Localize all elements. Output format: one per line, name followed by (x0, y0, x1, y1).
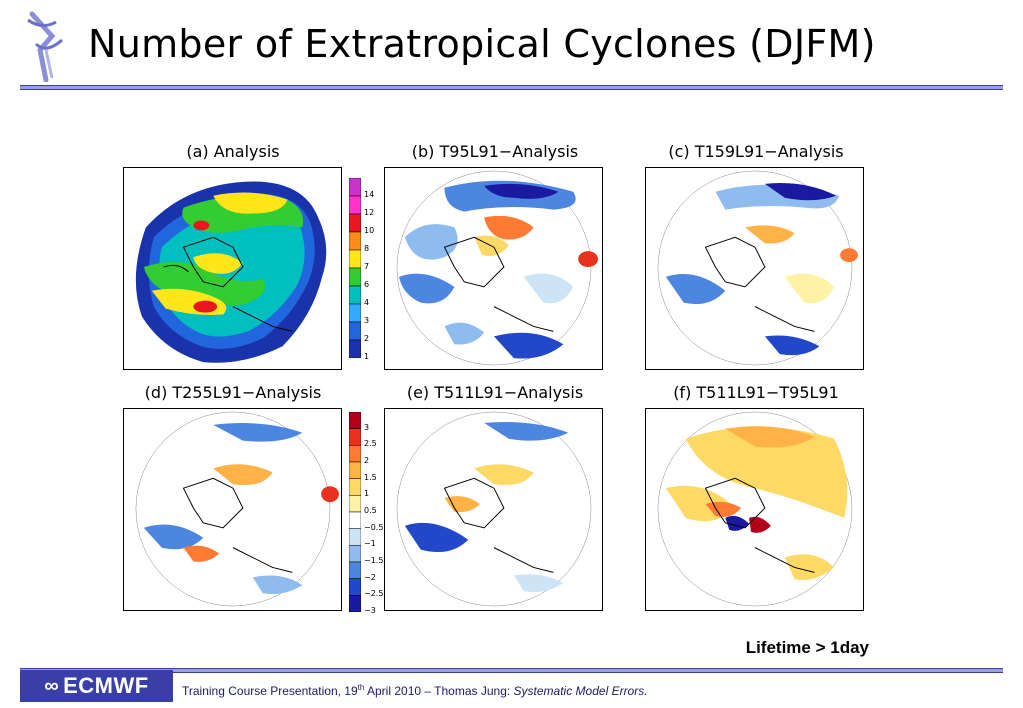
colorbar-difference-swatch (348, 411, 362, 429)
colorbar-analysis (348, 177, 362, 359)
colorbar-difference-label: −2.5 (364, 589, 384, 599)
colorbar-analysis-label: 3 (364, 316, 370, 325)
colorbar-analysis-swatch (348, 285, 362, 305)
colorbar-analysis-swatch (348, 339, 362, 359)
colorbar-difference-swatch (348, 528, 362, 546)
colorbar-analysis-swatch (348, 303, 362, 323)
colorbar-difference-label: −3 (364, 606, 376, 615)
colorbar-analysis-label: 1 (364, 352, 370, 361)
colorbar-analysis-label: 10 (364, 226, 375, 235)
polar-map-t255-diff (135, 411, 339, 607)
colorbar-difference-label: −1 (364, 539, 376, 549)
polar-map-t511-diff (396, 411, 592, 607)
colorbar-analysis-swatch (348, 321, 362, 341)
panel-title-b: (b) T95L91−Analysis (411, 142, 579, 161)
colorbar-difference-label: 0.5 (364, 506, 377, 515)
map-panel-f (645, 408, 864, 611)
colorbar-analysis-swatch (348, 195, 362, 215)
colorbar-analysis-swatch (348, 267, 362, 287)
polar-map-t511-t95-diff (657, 411, 853, 607)
map-panel-a (123, 167, 342, 370)
colorbar-difference-swatches (348, 411, 362, 613)
map-panel-e (384, 408, 603, 611)
panel-title-e: (e) T511L91−Analysis (406, 383, 584, 402)
polar-map-t159-diff (657, 170, 858, 366)
panel-title-d: (d) T255L91−Analysis (144, 383, 322, 402)
colorbar-analysis-label: 2 (364, 334, 370, 343)
colorbar-analysis-label: 14 (364, 190, 375, 199)
logo-mark-icon (22, 10, 68, 83)
ecmwf-logo: ∞ ECMWF (20, 670, 173, 702)
panel-title-c: (c) T159L91−Analysis (668, 142, 844, 161)
polar-map-t95-diff (396, 170, 598, 366)
ecmwf-swirl-icon: ∞ (44, 674, 60, 697)
colorbar-difference-swatch (348, 578, 362, 596)
map-panel-b (384, 167, 603, 370)
colorbar-difference-swatch (348, 595, 362, 613)
map-panel-c (645, 167, 864, 370)
panel-title-f: (f) T511L91−T95L91 (673, 383, 839, 402)
colorbar-difference-swatch (348, 461, 362, 479)
footer-middle: April 2010 – Thomas Jung: (364, 684, 514, 698)
colorbar-analysis-label: 6 (364, 280, 370, 289)
polar-map-analysis (135, 170, 331, 366)
footer-credit: Training Course Presentation, 19th April… (182, 683, 648, 698)
colorbar-difference-label: 2 (364, 456, 370, 465)
colorbar-difference-label: 3 (364, 422, 370, 432)
map-panel-d (123, 408, 342, 611)
colorbar-difference-swatch (348, 545, 362, 563)
colorbar-difference-swatch (348, 495, 362, 513)
footer-sup: th (357, 683, 365, 692)
colorbar-difference-swatch (348, 478, 362, 496)
colorbar-analysis-swatch (348, 213, 362, 233)
colorbar-analysis-swatch (348, 249, 362, 269)
footer-divider (20, 668, 1003, 673)
colorbar-analysis-swatch (348, 177, 362, 197)
ecmwf-logo-text: ECMWF (63, 673, 149, 698)
colorbar-analysis-label: 12 (364, 208, 375, 217)
colorbar-difference-label: −0.5 (364, 522, 384, 532)
colorbar-difference-swatch (348, 428, 362, 446)
lifetime-annotation: Lifetime > 1day (745, 638, 869, 657)
slide-title: Number of Extratropical Cyclones (DJFM) (88, 22, 876, 66)
colorbar-analysis-swatches (348, 177, 362, 359)
colorbar-difference-label: 1 (364, 489, 370, 499)
colorbar-analysis-label: 7 (364, 262, 370, 271)
title-divider (20, 85, 1003, 90)
colorbar-analysis-swatch (348, 231, 362, 251)
colorbar-analysis-label: 8 (364, 244, 370, 253)
colorbar-difference (348, 411, 362, 613)
colorbar-difference-label: −2 (364, 572, 376, 582)
colorbar-difference-label: 2.5 (364, 439, 377, 449)
colorbar-difference-swatch (348, 445, 362, 463)
colorbar-difference-label: −1.5 (364, 556, 384, 565)
footer-prefix: Training Course Presentation, 19 (182, 684, 358, 698)
panel-title-a: (a) Analysis (186, 142, 280, 161)
colorbar-analysis-label: 4 (364, 298, 370, 307)
footer-italic: Systematic Model Errors. (513, 684, 648, 698)
colorbar-difference-swatch (348, 511, 362, 529)
colorbar-difference-swatch (348, 561, 362, 579)
colorbar-difference-label: 1.5 (364, 472, 377, 482)
